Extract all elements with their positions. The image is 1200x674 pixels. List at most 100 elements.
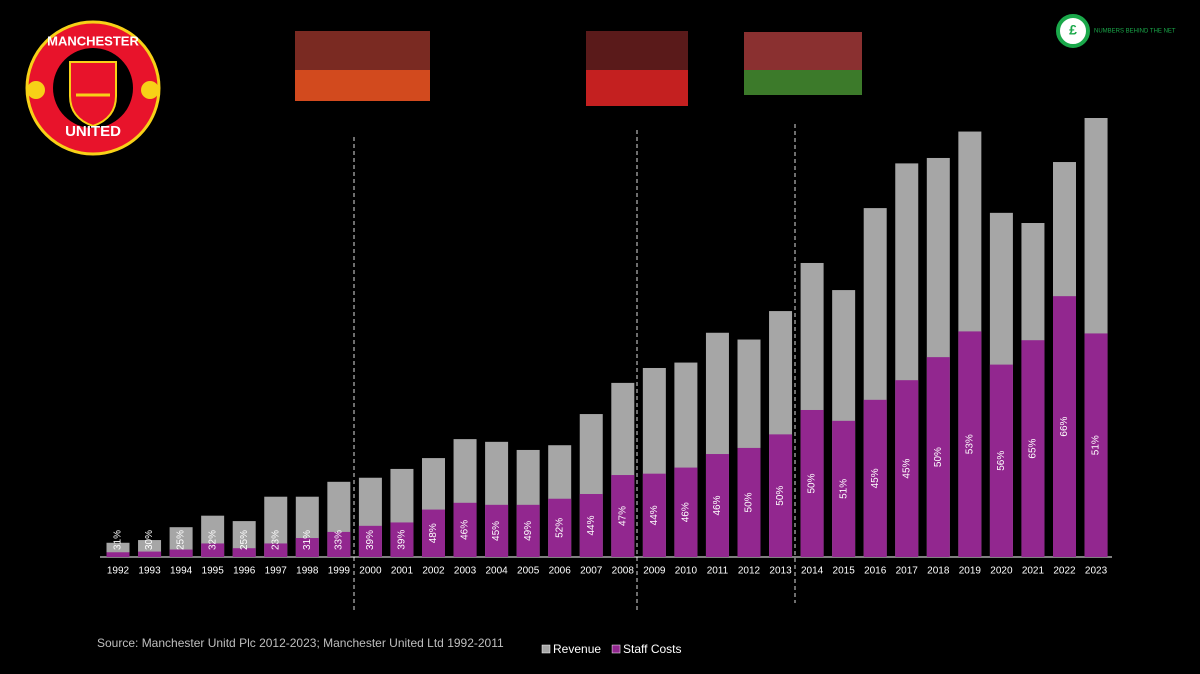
x-tick-label: 2012 [738,566,761,577]
data-label: 23% [270,530,281,550]
brand-name: NUMBERS BEHIND THE NET [1094,29,1176,35]
x-tick-label: 1993 [138,566,161,577]
bar [232,521,256,557]
data-label: 51% [1091,435,1102,455]
x-tick-label: 1992 [107,566,130,577]
data-label: 30% [144,530,155,550]
x-tick-label: 2010 [675,566,698,577]
data-label: 44% [586,515,597,535]
x-tick-label: 2007 [580,566,603,577]
data-label: 31% [302,530,313,550]
bar [264,543,288,557]
logo-top: MANCHESTER [47,33,139,48]
bar [201,543,225,557]
logo: MANCHESTER UNITED [25,20,161,156]
x-tick-label: 2009 [643,566,666,577]
bar [264,496,288,557]
source: Source: Manchester Unitd Plc 2012-2023; … [97,636,504,650]
bar [1084,333,1108,557]
brand-icon [1056,14,1090,48]
data-label: 51% [838,479,849,499]
bar [642,473,666,557]
data-label: 39% [365,530,376,550]
x-tick-label: 2001 [391,566,414,577]
x-tick-label: 1996 [233,566,256,577]
bar [989,364,1013,557]
data-label: 33% [333,530,344,550]
x-tick-label: 2018 [927,566,950,577]
x-tick-label: 2004 [485,566,508,577]
data-label: 31% [113,530,124,550]
data-label: 25% [239,530,250,550]
x-tick-label: 2014 [801,566,824,577]
legend-label: Staff Costs [623,642,681,656]
x-tick-label: 2002 [422,566,445,577]
data-label: 45% [491,521,502,541]
bar [705,454,729,557]
photo-detail [586,70,688,106]
bar [106,552,130,557]
photo-detail [295,70,430,101]
bar [769,434,793,557]
x-tick-label: 2021 [1022,566,1045,577]
bar [169,549,193,557]
x-tick-label: 1994 [170,566,193,577]
bar [295,538,319,557]
bar [232,548,256,557]
legend-swatch [541,644,551,654]
bar [926,357,950,557]
bar [516,504,540,557]
x-tick-label: 2023 [1085,566,1108,577]
bar [138,551,162,557]
bar [390,522,414,557]
photo-detail [744,70,862,95]
data-label: 39% [397,530,408,550]
x-tick-label: 2011 [707,566,729,577]
legend-label: Revenue [553,642,601,656]
data-label: 50% [933,447,944,467]
x-tick-label: 2016 [864,566,887,577]
x-tick-label: 2020 [990,566,1013,577]
bar [863,399,887,557]
data-label: 46% [460,520,471,540]
data-label: 45% [870,468,881,488]
x-tick-label: 2013 [769,566,792,577]
bar [1053,296,1076,557]
x-tick-label: 2015 [833,566,856,577]
bar [611,475,635,557]
bar [800,409,824,557]
bar [579,493,603,557]
data-label: 45% [901,458,912,478]
bar [832,420,856,557]
x-tick-label: 2003 [454,566,477,577]
data-label: 32% [207,530,218,550]
data-label: 66% [1059,416,1070,436]
bar [327,531,351,557]
data-label: 53% [964,434,975,454]
bar [1021,340,1045,557]
x-tick-label: 2017 [896,566,919,577]
data-label: 47% [617,506,628,526]
bar [737,447,761,557]
data-label: 49% [523,521,534,541]
x-tick-label: 1995 [202,566,225,577]
data-label: 50% [807,473,818,493]
x-tick-label: 2000 [359,566,382,577]
logo-bottom: UNITED [65,123,121,140]
data-label: 56% [996,451,1007,471]
x-tick-label: 2006 [549,566,572,577]
data-label: 65% [1028,438,1039,458]
bar [958,331,982,557]
data-label: 25% [176,530,187,550]
legend-swatch [611,644,621,654]
data-label: 50% [744,492,755,512]
data-label: 48% [428,523,439,543]
x-tick-label: 1997 [265,566,288,577]
brand-icon-text: £ [1069,22,1077,38]
x-tick-label: 2008 [612,566,635,577]
x-tick-label: 1998 [296,566,319,577]
x-tick-label: 2022 [1053,566,1076,577]
bar [895,380,919,557]
